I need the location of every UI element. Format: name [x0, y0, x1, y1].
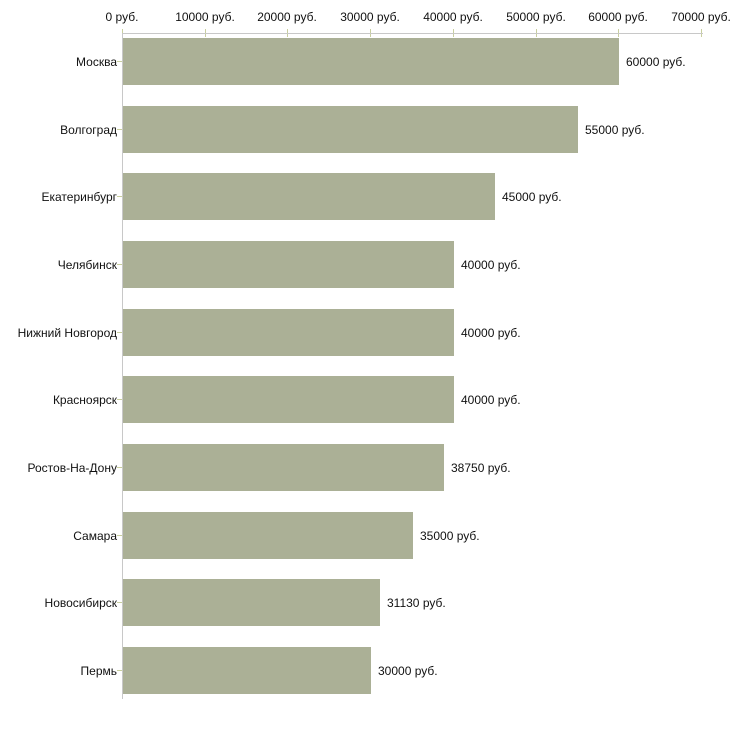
y-axis-tick — [117, 602, 122, 603]
y-axis-tick — [117, 129, 122, 130]
x-axis-tick-label: 40000 руб. — [423, 10, 483, 24]
y-axis-line — [122, 33, 123, 699]
category-label: Нижний Новгород — [17, 325, 117, 340]
value-label: 31130 руб. — [387, 595, 446, 610]
x-axis-tick-label: 0 руб. — [105, 10, 139, 24]
bar — [123, 106, 578, 153]
bar — [123, 512, 413, 559]
bar — [123, 173, 495, 220]
value-label: 60000 руб. — [626, 54, 686, 69]
x-axis-tick-label: 70000 руб. — [671, 10, 730, 24]
y-axis-tick — [117, 399, 122, 400]
category-label: Новосибирск — [44, 595, 117, 610]
y-axis-tick — [117, 670, 122, 671]
y-axis-tick — [117, 196, 122, 197]
value-label: 38750 руб. — [451, 460, 511, 475]
bar — [123, 647, 371, 694]
bar — [123, 579, 380, 626]
y-axis-tick — [117, 264, 122, 265]
category-label: Самара — [73, 528, 117, 543]
value-label: 45000 руб. — [502, 189, 562, 204]
category-label: Челябинск — [57, 257, 117, 272]
value-label: 30000 руб. — [378, 663, 438, 678]
bar — [123, 444, 444, 491]
value-label: 35000 руб. — [420, 528, 480, 543]
x-axis-tick-label: 60000 руб. — [588, 10, 648, 24]
value-label: 40000 руб. — [461, 257, 521, 272]
category-label: Ростов-На-Дону — [27, 460, 117, 475]
bar — [123, 241, 454, 288]
category-label: Красноярск — [52, 392, 117, 407]
bar — [123, 38, 619, 85]
value-label: 55000 руб. — [585, 122, 645, 137]
y-axis-tick — [117, 61, 122, 62]
bar — [123, 309, 454, 356]
x-axis-tick-label: 10000 руб. — [175, 10, 235, 24]
category-label: Москва — [76, 54, 117, 69]
bar — [123, 376, 454, 423]
y-axis-tick — [117, 535, 122, 536]
x-axis-tick-label: 50000 руб. — [506, 10, 566, 24]
category-label: Пермь — [80, 663, 117, 678]
x-axis-tick-label: 20000 руб. — [257, 10, 317, 24]
category-label: Волгоград — [60, 122, 117, 137]
y-axis-tick — [117, 467, 122, 468]
category-label: Екатеринбург — [41, 189, 118, 204]
value-label: 40000 руб. — [461, 392, 521, 407]
y-axis-tick — [117, 332, 122, 333]
x-axis-tick-label: 30000 руб. — [340, 10, 400, 24]
x-axis-line — [122, 33, 703, 34]
value-label: 40000 руб. — [461, 325, 521, 340]
